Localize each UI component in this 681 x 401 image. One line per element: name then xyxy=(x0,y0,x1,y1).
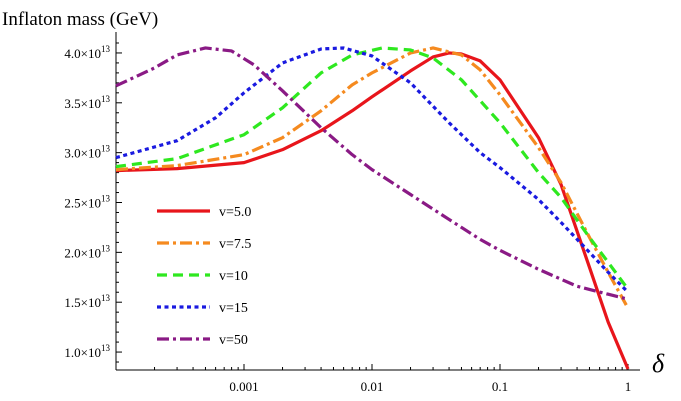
legend-label: v=10 xyxy=(219,269,248,284)
series-line-v-7-5 xyxy=(115,46,630,309)
y-tick-label: 3.0×1013 xyxy=(64,144,110,161)
x-tick-label: 0.01 xyxy=(361,379,384,394)
x-tick-label: 0.1 xyxy=(492,379,508,394)
legend-label: v=15 xyxy=(219,301,248,316)
x-axis-label: δ xyxy=(652,349,665,378)
y-tick-label: 1.5×1013 xyxy=(64,293,110,310)
legend-label: v=7.5 xyxy=(219,237,251,252)
x-tick-label: 0.001 xyxy=(229,379,258,394)
ticks xyxy=(115,42,629,370)
y-tick-label: 2.5×1013 xyxy=(64,194,110,211)
series-line-v-10 xyxy=(115,46,630,291)
y-tick-label: 1.0×1013 xyxy=(64,343,110,360)
y-tick-label: 2.0×1013 xyxy=(64,243,110,260)
chart-title: Inflaton mass (GeV) xyxy=(2,9,158,30)
x-tick-label: 1 xyxy=(625,379,632,394)
legend-label: v=5.0 xyxy=(219,205,251,220)
series-line-v-5-0 xyxy=(115,51,630,370)
axes xyxy=(115,32,640,371)
y-tick-label: 4.0×1013 xyxy=(64,44,110,61)
y-tick-label: 3.5×1013 xyxy=(64,94,110,111)
series-group xyxy=(115,46,630,370)
legend: v=5.0 v=7.5 v=10 v=15 v=50 xyxy=(157,205,251,348)
series-line-v-50 xyxy=(115,46,629,301)
legend-label: v=50 xyxy=(219,333,248,348)
tick-labels: 0.001 0.01 0.1 1 1.0×1013 1.5×1013 2.0×1013 2.5… xyxy=(64,44,631,394)
